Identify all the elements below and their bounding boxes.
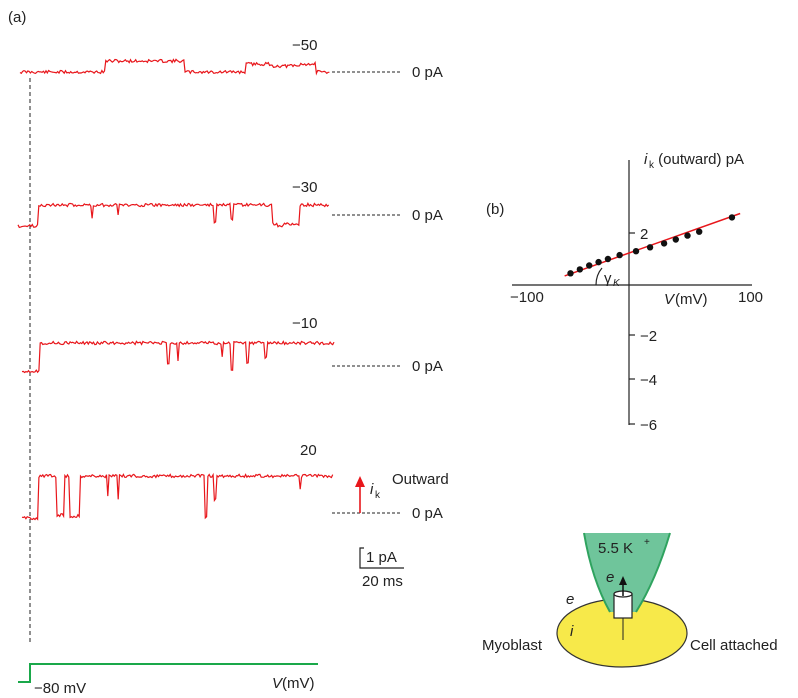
- trace-2-voltage: −30: [292, 179, 317, 196]
- scale-current-label: 1 pA: [366, 549, 397, 566]
- iv-data-point-3: [586, 262, 593, 269]
- iv-data-point-4: [595, 258, 602, 266]
- iv-data-point-5: [604, 255, 612, 263]
- zero-level-label-2: 0 pA: [412, 207, 443, 224]
- outward-arrow: [355, 476, 365, 513]
- pipette-solution-label: 5.5 K: [598, 540, 633, 557]
- current-subscript: k: [375, 490, 381, 501]
- patch-inset: 5.5 K + e e i Myoblast Cell attached: [482, 532, 778, 668]
- outside-e-label: e: [566, 591, 574, 608]
- y-tick-minus4: −4: [640, 372, 657, 389]
- iv-data-point-12: [696, 228, 703, 235]
- x-tick-100: 100: [738, 289, 763, 306]
- slope-arc: [595, 267, 603, 286]
- trace-1-voltage: −50: [292, 37, 317, 54]
- x-axis-title-rest: (mV): [675, 291, 708, 308]
- current-trace-3: [21, 340, 335, 374]
- y-tick-2: 2: [640, 226, 648, 243]
- pipette-edge-right: [635, 532, 671, 613]
- myoblast-label: Myoblast: [482, 637, 543, 654]
- y-tick-minus2: −2: [640, 328, 657, 345]
- trace-group-2: −30 0 pA: [17, 179, 443, 229]
- panel-a-label: (a): [8, 9, 26, 26]
- outward-label: Outward: [392, 471, 449, 488]
- slope-sub: K: [613, 278, 621, 289]
- zero-level-label-3: 0 pA: [412, 358, 443, 375]
- zero-level-label-1: 0 pA: [412, 64, 443, 81]
- protocol-unit: (mV): [282, 675, 315, 692]
- iv-data-point-2: [576, 266, 584, 273]
- trace-group-3: −10 0 pA: [21, 315, 443, 375]
- iv-data-point-9: [660, 240, 668, 247]
- y-axis-title-rest: (outward) pA: [654, 151, 744, 168]
- pipette-edge-left: [583, 532, 611, 613]
- iv-y-ticks: [629, 232, 635, 425]
- iv-data-point-6: [616, 251, 623, 259]
- fit-line: [564, 212, 741, 277]
- protocol-v-symbol: V: [272, 675, 284, 692]
- current-symbol: i: [370, 481, 374, 498]
- iv-data-point-8: [646, 244, 654, 251]
- trace-group-1: −50 0 pA: [19, 37, 443, 81]
- inside-i-label: i: [570, 623, 574, 640]
- cell-attached-label: Cell attached: [690, 637, 778, 654]
- trace-4-voltage: 20: [300, 442, 317, 459]
- iv-data-point-7: [632, 248, 640, 255]
- iv-data-marks: [564, 212, 741, 277]
- iv-data-point-1: [567, 270, 574, 277]
- holding-potential-label: −80 mV: [34, 680, 86, 697]
- panel-b-label: (b): [486, 201, 504, 218]
- trace-3-voltage: −10: [292, 315, 317, 332]
- channel-flux-arrowhead: [619, 576, 627, 585]
- y-axis-title-symbol: i: [644, 151, 648, 168]
- iv-data-point-13: [728, 214, 736, 221]
- trace-group-4: 20 0 pA: [21, 442, 443, 522]
- x-tick-minus100: −100: [510, 289, 544, 306]
- current-trace-1: [19, 58, 330, 76]
- current-trace-2: [17, 202, 330, 229]
- pipette: [584, 533, 670, 612]
- current-trace-4: [21, 472, 334, 521]
- slope-symbol: γ: [604, 270, 612, 287]
- x-axis-title-symbol: V: [664, 291, 676, 308]
- pipette-solution-sup: +: [644, 537, 650, 548]
- y-axis-title-sub: k: [649, 160, 655, 171]
- scale-time-label: 20 ms: [362, 573, 403, 590]
- scale-bar: 1 pA 20 ms: [359, 547, 404, 590]
- iv-data-point-11: [684, 232, 691, 239]
- voltage-protocol: −80 mV V (mV): [18, 663, 318, 697]
- pipette-e-label: e: [606, 569, 614, 586]
- iv-data-point-10: [672, 236, 679, 243]
- y-tick-minus6: −6: [640, 417, 657, 434]
- zero-level-label-4: 0 pA: [412, 505, 443, 522]
